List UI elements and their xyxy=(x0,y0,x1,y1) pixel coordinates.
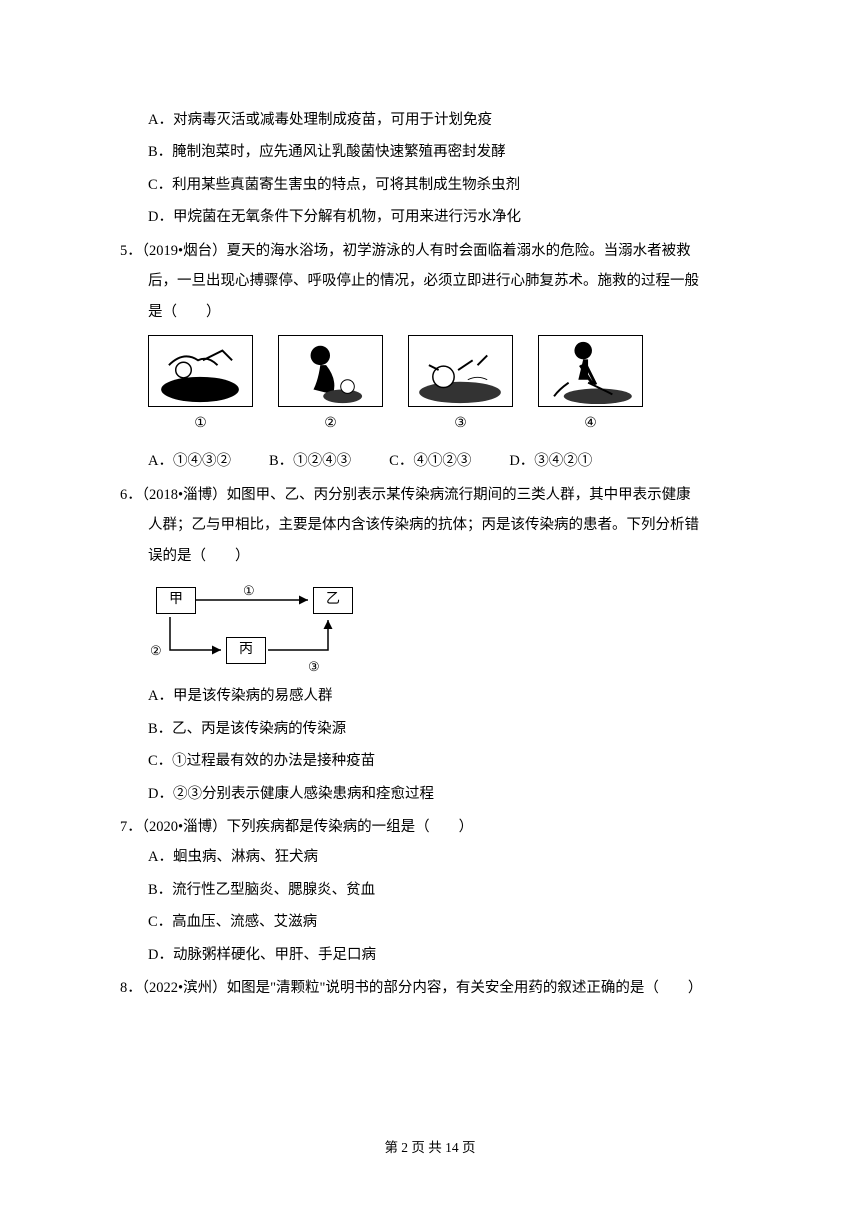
q5-images: ① ② ③ ④ xyxy=(120,335,740,438)
q6-text-line2: 人群；乙与甲相比，主要是体内含该传染病的抗体；丙是该传染病的患者。下列分析错 xyxy=(120,510,740,540)
q8-text: 8．（2022•滨州）如图是"清颗粒"说明书的部分内容，有关安全用药的叙述正确的… xyxy=(120,973,740,1003)
q6-text-line3: 误的是（ ） xyxy=(120,541,740,571)
q7-text: 7．（2020•淄博）下列疾病都是传染病的一组是（ ） xyxy=(120,812,740,842)
q6-diagram: 甲 乙 丙 ① ② ③ xyxy=(120,575,740,673)
q5-option-c: C．④①②③ xyxy=(389,446,471,476)
q4-option-c: C．利用某些真菌寄生害虫的特点，可将其制成生物杀虫剂 xyxy=(120,170,740,200)
q5-text-line2: 后，一旦出现心搏骤停、呼吸停止的情况，必须立即进行心肺复苏术。施救的过程一般 xyxy=(120,266,740,296)
q5-text-line3: 是（ ） xyxy=(120,297,740,327)
q6-option-c: C．①过程最有效的办法是接种疫苗 xyxy=(120,746,740,776)
q7-option-c: C．高血压、流感、艾滋病 xyxy=(120,907,740,937)
page-footer: 第 2 页 共 14 页 xyxy=(0,1141,860,1155)
cpr-image-2 xyxy=(278,335,383,407)
q6-text: 6．（2018•淄博）如图甲、乙、丙分别表示某传染病流行期间的三类人群，其中甲表… xyxy=(120,480,740,510)
arrow-num-1: ① xyxy=(243,577,255,604)
cpr-image-1 xyxy=(148,335,253,407)
q5-text: 5．（2019•烟台）夏天的海水浴场，初学游泳的人有时会面临着溺水的危险。当溺水… xyxy=(120,236,740,266)
q7-option-b: B．流行性乙型脑炎、腮腺炎、贫血 xyxy=(120,875,740,905)
q4-option-d: D．甲烷菌在无氧条件下分解有机物，可用来进行污水净化 xyxy=(120,202,740,232)
diagram-arrows xyxy=(148,575,363,673)
q6-option-b: B．乙、丙是该传染病的传染源 xyxy=(120,714,740,744)
q5-option-a: A．①④③② xyxy=(148,446,231,476)
q5-option-b: B．①②④③ xyxy=(269,446,351,476)
q4-option-a: A．对病毒灭活或减毒处理制成疫苗，可用于计划免疫 xyxy=(120,105,740,135)
q7-option-a: A．蛔虫病、淋病、狂犬病 xyxy=(120,842,740,872)
q5-options: A．①④③② B．①②④③ C．④①②③ D．③④②① xyxy=(120,446,740,476)
q5-option-d: D．③④②① xyxy=(509,446,592,476)
cpr-label-2: ② xyxy=(324,409,337,438)
cpr-image-4 xyxy=(538,335,643,407)
cpr-image-3 xyxy=(408,335,513,407)
q4-option-b: B．腌制泡菜时，应先通风让乳酸菌快速繁殖再密封发酵 xyxy=(120,137,740,167)
cpr-label-3: ③ xyxy=(454,409,467,438)
cpr-label-4: ④ xyxy=(584,409,597,438)
q7-option-d: D．动脉粥样硬化、甲肝、手足口病 xyxy=(120,940,740,970)
arrow-num-2: ② xyxy=(150,637,162,664)
cpr-label-1: ① xyxy=(194,409,207,438)
q6-option-d: D．②③分别表示健康人感染患病和痊愈过程 xyxy=(120,779,740,809)
arrow-num-3: ③ xyxy=(308,653,320,680)
q6-option-a: A．甲是该传染病的易感人群 xyxy=(120,681,740,711)
